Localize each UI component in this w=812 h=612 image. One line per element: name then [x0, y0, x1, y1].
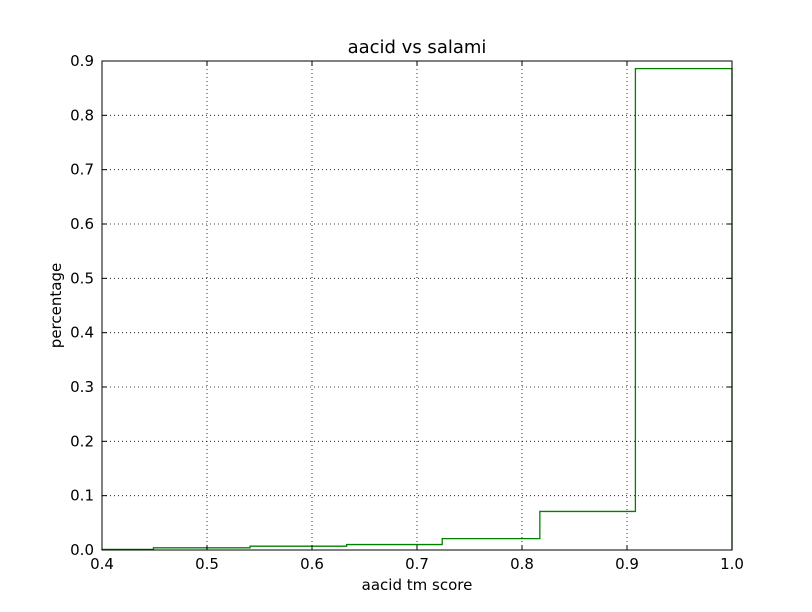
- histogram-bin: [540, 511, 636, 550]
- x-tick-label: 0.4: [90, 555, 114, 573]
- y-axis-label: percentage: [47, 263, 65, 348]
- histogram-bin: [442, 539, 540, 550]
- y-tick-label: 0.1: [70, 487, 94, 505]
- y-tick-label: 0.5: [70, 269, 94, 287]
- x-tick-label: 0.5: [195, 555, 219, 573]
- ticks: 0.4 0.5 0.6 0.7 0.8 0.9 1.0 0.0 0.1 0.2 0.3 0.4 0.5 0…: [70, 52, 744, 573]
- y-tick-label: 0.3: [70, 378, 94, 396]
- series-layer: [101, 67, 733, 551]
- x-tick-label: 0.6: [300, 555, 324, 573]
- y-tick-label: 0.8: [70, 106, 94, 124]
- histogram-bin: [635, 69, 732, 550]
- x-tick-label: 0.7: [405, 555, 429, 573]
- y-tick-label: 0.9: [70, 52, 94, 70]
- x-axis-label: aacid tm score: [362, 576, 473, 594]
- y-tick-label: 0.2: [70, 432, 94, 450]
- y-tick-label: 0.0: [70, 541, 94, 559]
- x-tick-label: 1.0: [720, 555, 744, 573]
- histogram-bin: [347, 545, 443, 550]
- y-tick-label: 0.7: [70, 161, 94, 179]
- chart-title: aacid vs salami: [348, 37, 487, 58]
- y-tick-label: 0.4: [70, 324, 94, 342]
- y-tick-label: 0.6: [70, 215, 94, 233]
- x-tick-label: 0.9: [615, 555, 639, 573]
- histogram-step-line: [101, 67, 733, 551]
- histogram-bin: [250, 546, 347, 550]
- x-tick-label: 0.8: [510, 555, 534, 573]
